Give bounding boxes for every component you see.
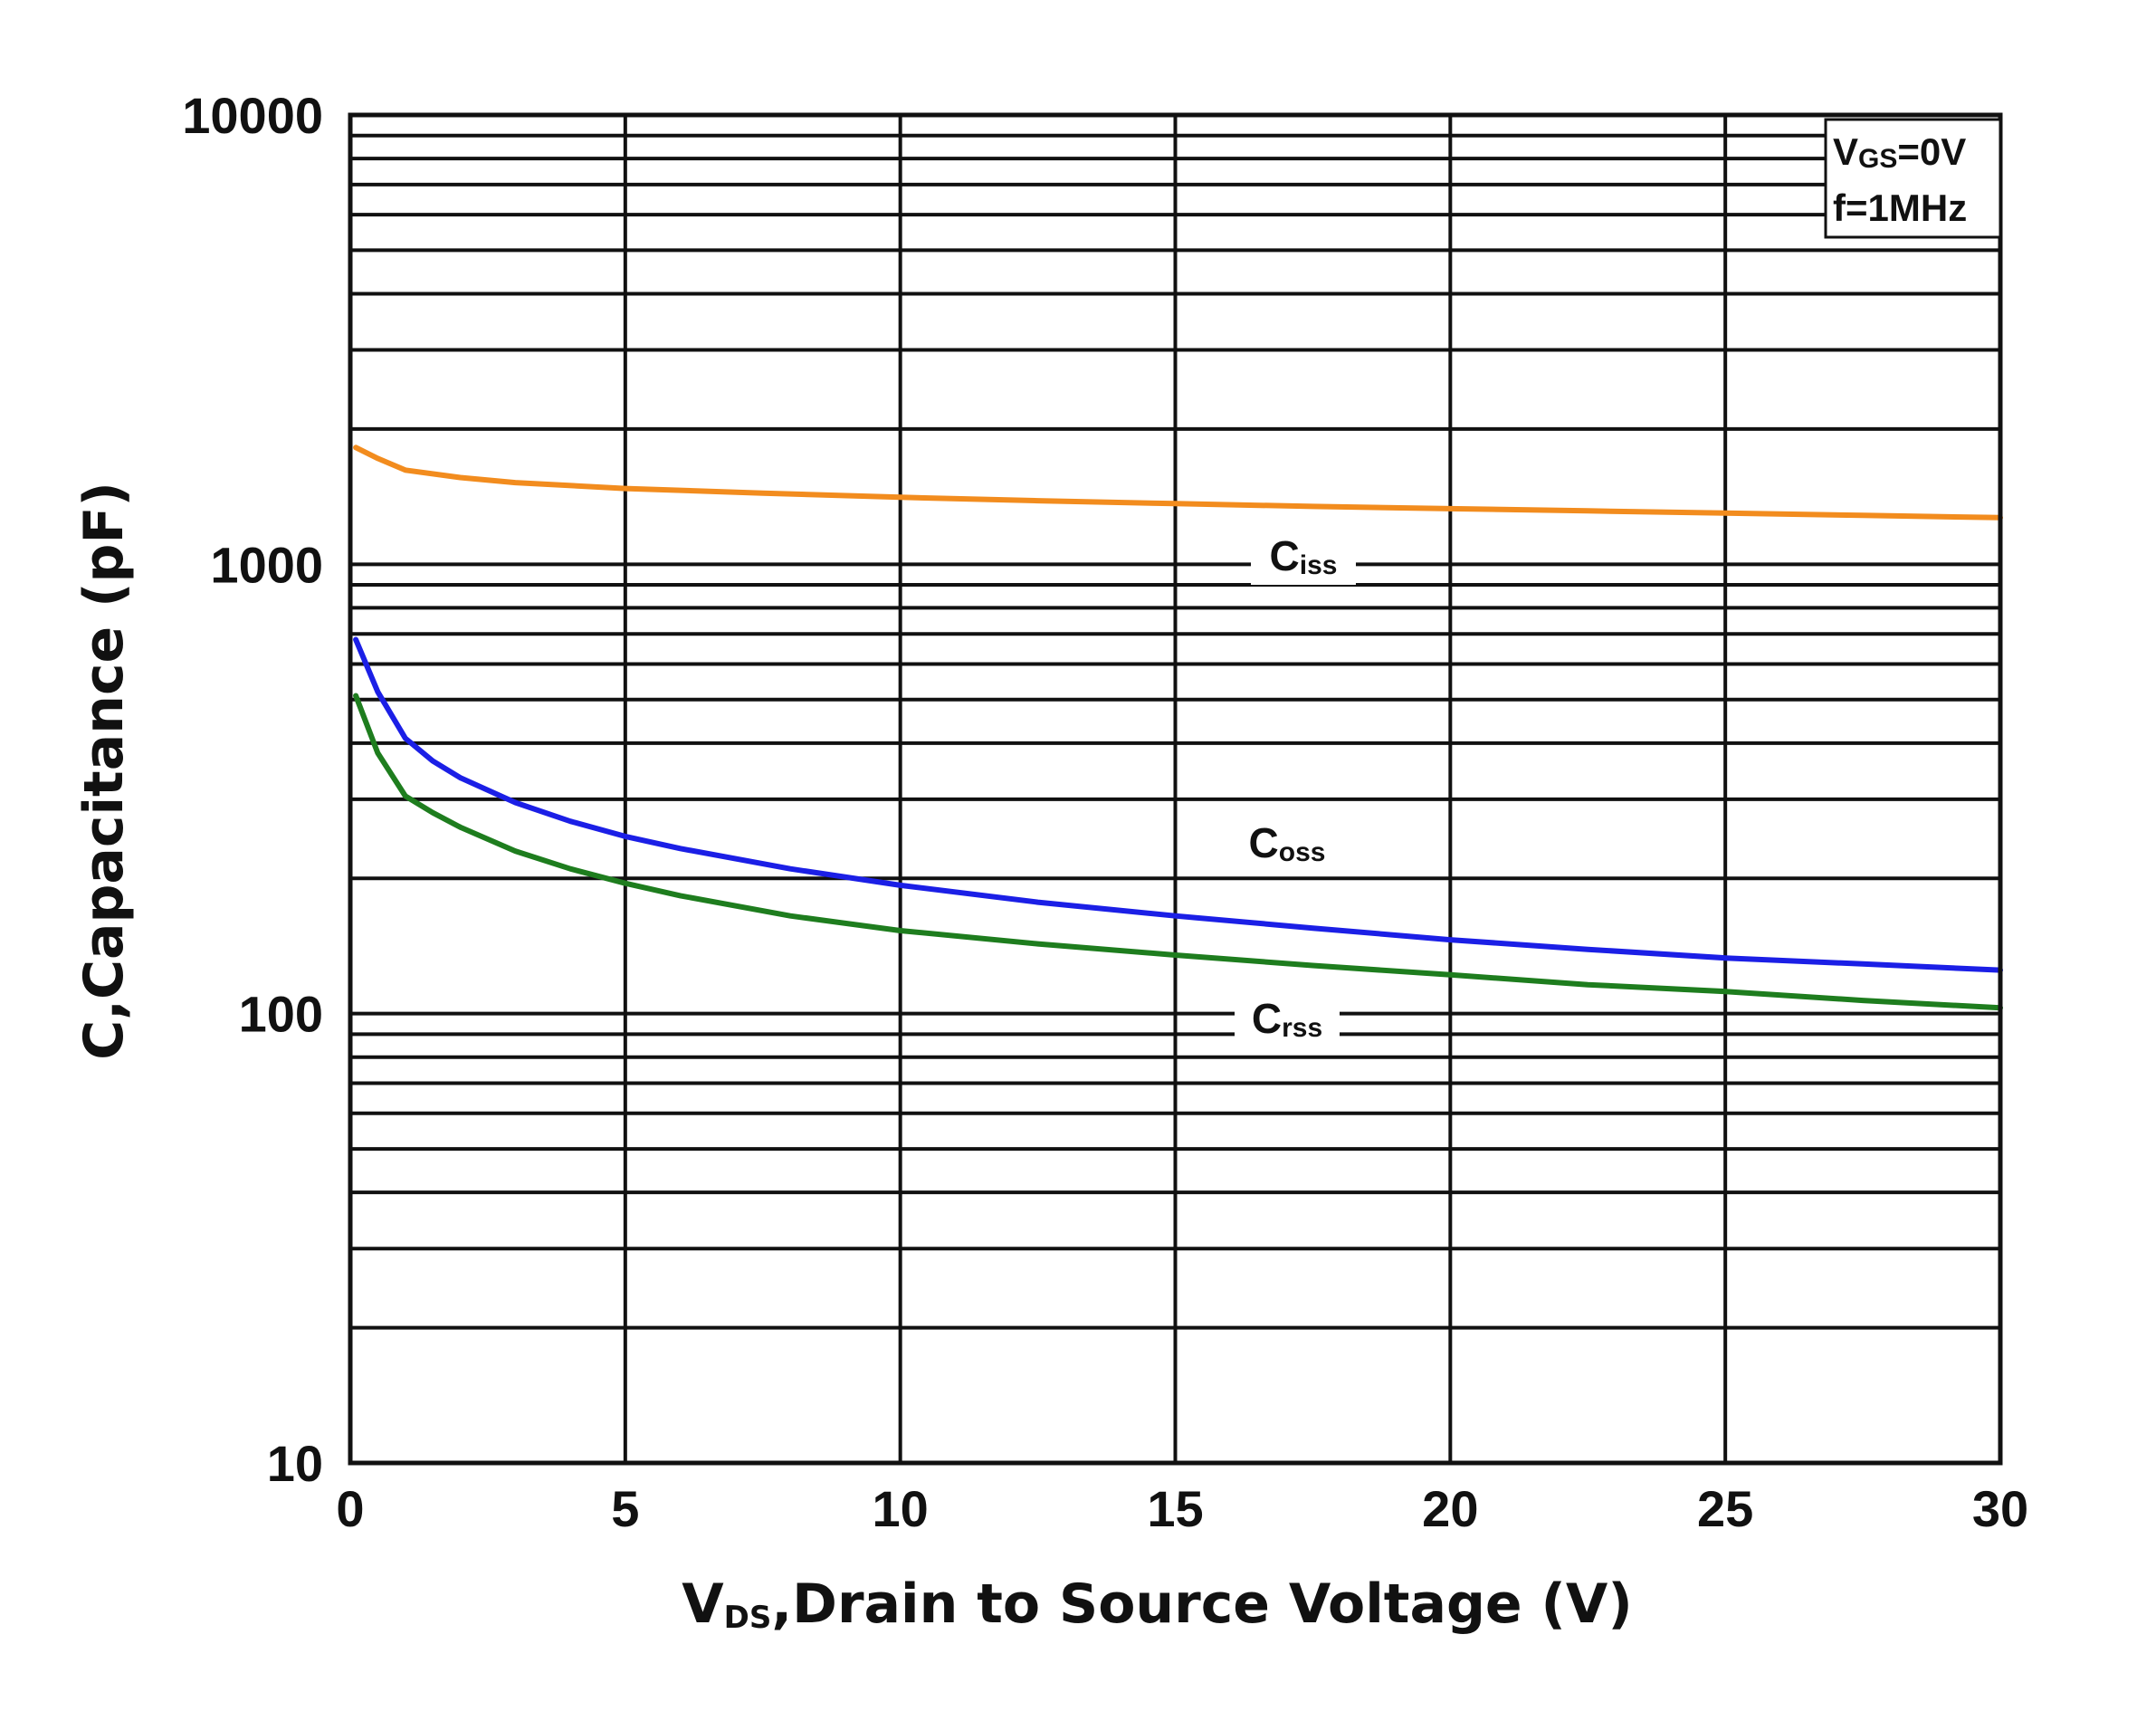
- series-lines: [353, 444, 2003, 1011]
- y-axis-title: C,Capacitance (pF): [72, 482, 136, 1060]
- label-background: [1251, 532, 1356, 585]
- x-axis-title: VDS,Drain to Source Voltage (V): [682, 1572, 1633, 1636]
- y-tick-label: 1000: [210, 536, 323, 593]
- x-tick-label: 20: [1422, 1480, 1478, 1537]
- series-ciss-line: [353, 444, 2003, 521]
- curve-labels: Ciss Coss Crss: [1235, 532, 1356, 1047]
- grid: [350, 115, 2000, 1463]
- x-tick-label: 30: [1972, 1480, 2028, 1537]
- curve-label-crss: Crss: [1252, 995, 1322, 1043]
- series-crss-line: [353, 693, 2003, 1011]
- tick-labels: 0 5 10 15 20 25 30 10 100 1000 10000: [182, 87, 2028, 1537]
- y-tick-label: 10000: [182, 87, 323, 144]
- x-tick-label: 0: [336, 1480, 364, 1537]
- legend-line: VGS=0V: [1833, 130, 1966, 174]
- legend-box: [1824, 118, 2002, 239]
- plot-frame: [348, 112, 2003, 1466]
- y-tick-label: 100: [239, 986, 323, 1043]
- x-tick-label: 15: [1147, 1480, 1203, 1537]
- series-coss-line: [353, 636, 2003, 973]
- curve-label-ciss: Ciss: [1270, 532, 1338, 580]
- axis-titles: VDS,Drain to Source Voltage (V) C,Capaci…: [72, 482, 1633, 1636]
- x-tick-label: 25: [1697, 1480, 1753, 1537]
- legend: VGS=0V f=1MHz: [1824, 118, 2002, 239]
- x-tick-label: 10: [873, 1480, 929, 1537]
- legend-line: f=1MHz: [1833, 186, 1967, 229]
- y-tick-label: 10: [267, 1435, 323, 1492]
- label-background: [1235, 995, 1340, 1047]
- curve-label-coss: Coss: [1249, 819, 1326, 867]
- x-tick-label: 5: [611, 1480, 639, 1537]
